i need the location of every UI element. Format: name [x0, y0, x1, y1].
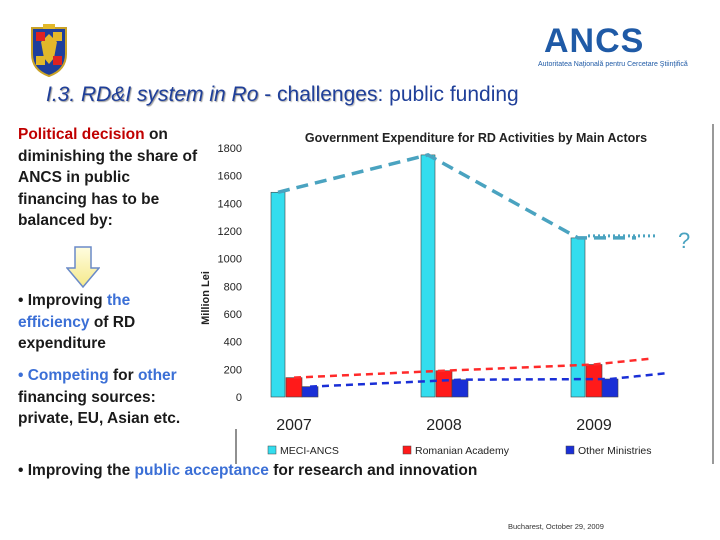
y-tick-label: 1600	[218, 171, 242, 183]
y-tick-label: 600	[224, 309, 242, 321]
title-part2: - challenges	[258, 83, 378, 106]
y-tick-label: 400	[224, 337, 242, 349]
bar-romanian-academy-2009	[585, 364, 603, 398]
romania-coat-of-arms-icon	[31, 24, 67, 78]
x-tick-label: 2007	[276, 417, 312, 434]
bullet-efficiency-pre: • Improving	[18, 292, 107, 309]
chart-background	[236, 124, 714, 464]
bullet-efficiency-post: of RD expenditure	[18, 313, 136, 353]
bar-romanian-academy-2008	[435, 370, 453, 398]
bar-romanian-academy-2007	[285, 377, 303, 398]
bullet-efficiency: • Improving the efficiency of RD expendi…	[18, 290, 198, 355]
y-tick-label: 1000	[218, 254, 242, 266]
bar-other-ministries-2008	[451, 379, 469, 398]
bar-meci-ancs-2008	[420, 154, 436, 398]
question-mark-annotation: ?	[678, 228, 690, 253]
legend-label: Romanian Academy	[415, 445, 510, 457]
bar-other-ministries-2009	[601, 378, 619, 398]
bullet-acceptance-post: for research and innovation	[268, 462, 478, 479]
expenditure-chart: Government Expenditure for RD Activities…	[200, 124, 714, 464]
trend-other-ministries	[309, 371, 669, 388]
bullet-efficiency-blue: the efficiency	[18, 292, 131, 331]
bullet-competing-blue: • Competing	[18, 367, 109, 384]
title-part3: : public funding	[377, 83, 519, 106]
y-tick-label: 1400	[218, 198, 242, 210]
down-arrow-icon	[66, 246, 100, 288]
legend-label: MECI-ANCS	[280, 445, 339, 457]
x-tick-label: 2008	[426, 417, 462, 434]
footer-text: Bucharest, October 29, 2009	[508, 522, 604, 531]
legend-swatch	[402, 445, 412, 455]
logo-subtitle: Autoritatea Naţională pentru Cercetare Ş…	[538, 61, 688, 68]
y-axis-label: Million Lei	[200, 271, 212, 325]
trend-romanian-academy	[293, 357, 653, 379]
bullet-competing-post: financing sources: private, EU, Asian et…	[18, 388, 181, 428]
bullet-acceptance-pre: • Improving the	[18, 462, 135, 479]
trend-meci-ancs	[277, 153, 636, 240]
legend-swatch	[267, 445, 277, 455]
bullet-acceptance-blue: public acceptance	[134, 462, 269, 479]
title-part1: I.3. RD&I system in Ro	[46, 83, 259, 106]
bar-meci-ancs-2009	[570, 237, 586, 398]
y-tick-label: 1200	[218, 226, 242, 238]
legend-label: Other Ministries	[578, 445, 652, 457]
bullet-competing-other: other	[137, 367, 177, 384]
ancs-logo: ANCS Autoritatea Naţională pentru Cercet…	[538, 22, 688, 76]
y-tick-label: 1800	[218, 143, 242, 155]
legend-swatch	[565, 445, 575, 455]
y-tick-label: 800	[224, 281, 242, 293]
chart-title: Government Expenditure for RD Activities…	[305, 131, 647, 145]
bullet-competing: • Competing for other financing sources:…	[18, 365, 198, 430]
political-decision-label: Political decision	[18, 126, 145, 143]
bullet-public-acceptance: • Improving the public acceptance for re…	[18, 460, 538, 482]
y-tick-label: 200	[224, 364, 242, 376]
slide-title: I.3. RD&I system in Ro - challenges: pub…	[46, 83, 519, 107]
political-decision-text: Political decision on diminishing the sh…	[18, 124, 198, 232]
bullet-competing-mid: for	[108, 367, 138, 384]
political-decision-rest: on diminishing the share of ANCS in publ…	[18, 126, 198, 229]
bar-other-ministries-2007	[301, 386, 319, 398]
logo-name: ANCS	[544, 22, 645, 60]
bar-meci-ancs-2007	[270, 191, 286, 398]
y-tick-label: 0	[236, 392, 242, 404]
x-tick-label: 2009	[576, 417, 612, 434]
